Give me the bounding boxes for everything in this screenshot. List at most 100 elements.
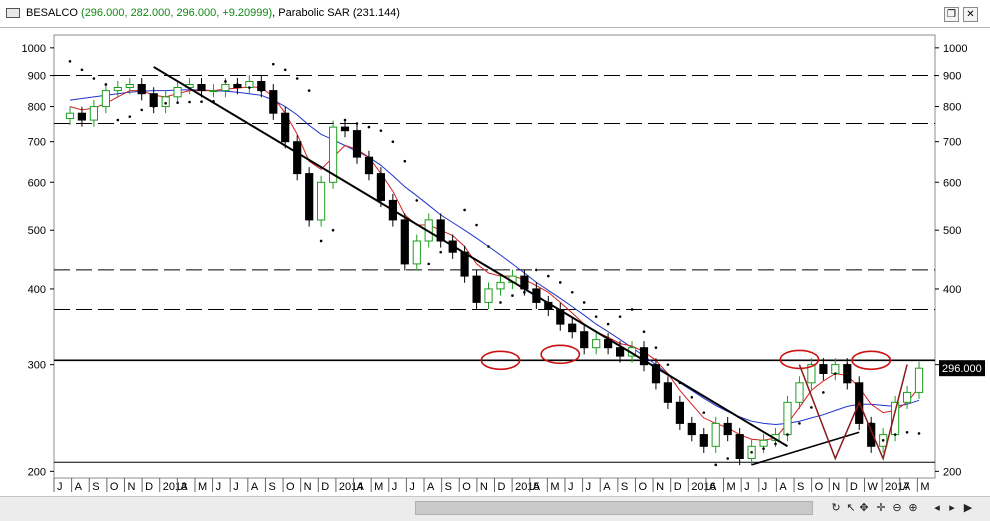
- x-tick-label: S: [621, 481, 628, 493]
- chart-window-icon: [6, 8, 20, 18]
- sar-dot: [80, 68, 84, 72]
- plot-area: [53, 34, 936, 479]
- zoom-in-icon[interactable]: ⊕: [908, 502, 918, 514]
- sar-dot: [487, 245, 490, 248]
- sar-dot: [881, 439, 885, 442]
- sar-dot: [822, 391, 825, 394]
- sar-dot: [248, 86, 251, 89]
- x-tick-label: D: [321, 481, 329, 493]
- refresh-icon[interactable]: ↻: [831, 502, 841, 514]
- candle-down: [472, 275, 481, 303]
- x-tick-label: A: [180, 481, 188, 493]
- sar-dot: [188, 100, 191, 104]
- step-left-icon[interactable]: ◂: [934, 502, 940, 514]
- sar-dot: [774, 442, 777, 446]
- sar-dot: [654, 346, 658, 349]
- candle-down: [352, 130, 362, 158]
- x-tick-label: A: [533, 481, 541, 493]
- sar-dot: [714, 463, 718, 467]
- annotation-ellipse: [851, 350, 892, 371]
- downtrend-line: [153, 66, 788, 448]
- sar-dot: [128, 115, 132, 118]
- x-tick-label: N: [832, 481, 840, 493]
- sar-dot: [403, 159, 407, 163]
- move-icon[interactable]: ✛: [876, 502, 886, 514]
- annotation-ellipse: [480, 350, 521, 371]
- sar-dot: [475, 223, 478, 227]
- candle-down: [293, 141, 302, 175]
- restore-icon[interactable]: ❐: [944, 7, 959, 22]
- candle-down: [376, 173, 385, 201]
- candle-down: [149, 93, 158, 107]
- sar-dot: [92, 77, 96, 80]
- x-tick-label: M: [920, 481, 929, 493]
- x-tick-label: S: [268, 481, 275, 493]
- sar-dot: [642, 330, 646, 334]
- x-tick-label: O: [286, 481, 295, 493]
- sar-dot: [618, 315, 622, 318]
- y-tick-label: 500: [943, 225, 961, 237]
- sar-dot: [893, 433, 897, 436]
- sar-dot: [499, 301, 502, 304]
- x-tick-label: A: [779, 481, 787, 493]
- candle-up: [89, 106, 99, 121]
- candle-down: [340, 126, 350, 132]
- candle-down: [460, 251, 469, 277]
- sar-dot: [391, 140, 395, 143]
- candle-up: [592, 339, 601, 349]
- pointer-icon[interactable]: ↖: [846, 502, 856, 514]
- sar-dot: [535, 268, 538, 272]
- x-tick-label: A: [903, 481, 911, 493]
- zoom-out-icon[interactable]: ⊖: [892, 502, 902, 514]
- x-tick-label: N: [480, 481, 488, 493]
- x-tick-label: 2015: [515, 481, 539, 493]
- y-tick-label: 600: [28, 177, 46, 189]
- x-tick-label: 2013: [163, 481, 187, 493]
- y-tick-label: 200: [943, 466, 961, 478]
- x-tick-label: A: [357, 481, 365, 493]
- y-tick-label: 800: [943, 102, 961, 114]
- candle-up: [807, 364, 816, 384]
- symbol-name: BESALCO: [26, 7, 78, 19]
- sar-dot: [224, 80, 227, 83]
- close-icon[interactable]: ✕: [963, 7, 978, 22]
- candle-up: [173, 87, 182, 98]
- sar-dot: [834, 372, 837, 375]
- step-right-icon[interactable]: ▸: [949, 502, 955, 514]
- y-tick-label: 600: [943, 177, 961, 189]
- sar-dot: [594, 315, 598, 318]
- x-tick-label: W: [868, 481, 879, 493]
- sar-dot: [917, 432, 921, 435]
- sar-dot: [869, 422, 873, 425]
- hand-icon[interactable]: ✥: [859, 502, 869, 514]
- sar-dot: [176, 101, 179, 104]
- candle-up: [329, 126, 338, 183]
- x-tick-label: N: [656, 481, 664, 493]
- sar-dot: [355, 122, 359, 125]
- sar-dot: [307, 89, 311, 92]
- annotation-ellipse: [540, 344, 581, 365]
- sar-dot: [415, 199, 419, 202]
- sar-dot: [319, 239, 323, 243]
- sar-dot: [726, 457, 729, 460]
- candle-up: [113, 87, 122, 92]
- candle-up: [209, 90, 218, 93]
- sar-dot: [427, 262, 431, 266]
- x-tick-label: O: [110, 481, 119, 493]
- x-tick-label: 2014: [339, 481, 363, 493]
- sar-dot: [905, 430, 909, 434]
- candle-up: [221, 84, 230, 92]
- candle-down: [257, 81, 266, 92]
- sar-dot: [570, 290, 574, 294]
- x-tick-label: J: [762, 481, 768, 493]
- y-tick-label: 1000: [22, 43, 46, 55]
- y-tick-label: 800: [28, 102, 46, 114]
- x-tick-label: J: [586, 481, 592, 493]
- x-tick-label: J: [568, 481, 574, 493]
- scroll-right-icon[interactable]: ▶: [963, 502, 973, 514]
- x-tick-label: J: [57, 481, 63, 493]
- bottom-toolbar: ↻ ↖ ✥ ✛ ⊖ ⊕ ◂ ▸ ▶: [0, 496, 990, 521]
- scrollbar-thumb[interactable]: [415, 501, 813, 515]
- sar-dot: [702, 411, 706, 414]
